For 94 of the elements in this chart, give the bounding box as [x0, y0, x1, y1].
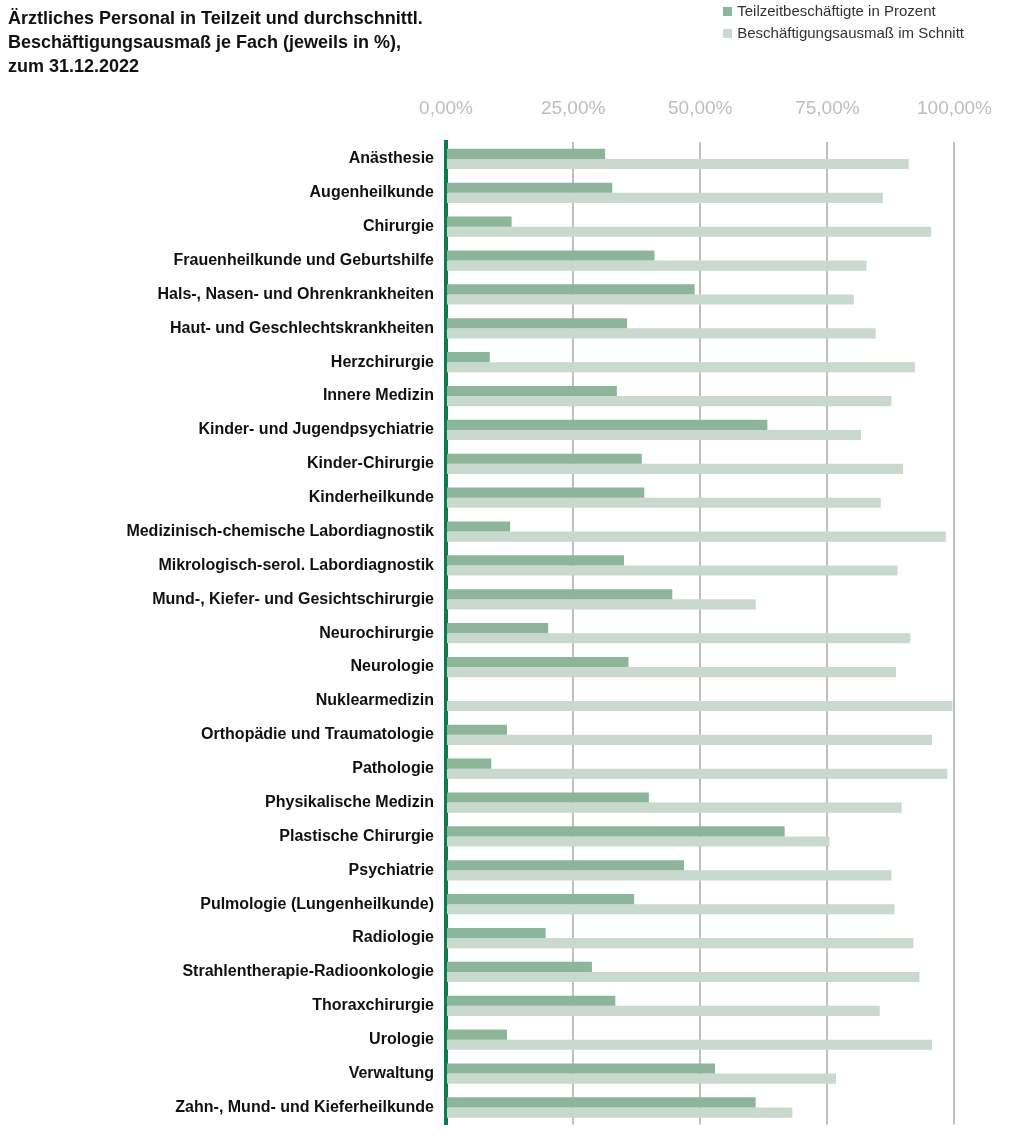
y-tick-label: Pathologie — [352, 759, 435, 777]
bar — [447, 1063, 715, 1074]
bar — [447, 284, 695, 295]
y-tick-label: Orthopädie und Traumatologie — [201, 725, 435, 743]
bar — [447, 768, 948, 779]
legend-label: Beschäftigungsausmaß im Schnitt — [737, 23, 964, 43]
y-tick-label: Pulmologie (Lungenheilkunde) — [200, 894, 434, 912]
y-tick-label: Haut- und Geschlechtskrankheiten — [169, 318, 434, 336]
y-tick-label: Anästhesie — [348, 149, 435, 167]
bar — [447, 385, 617, 397]
bar — [447, 758, 492, 769]
bar — [447, 555, 624, 566]
bar — [447, 429, 861, 441]
x-tick-label: 100,00% — [916, 96, 993, 118]
bar — [447, 148, 606, 159]
bar — [447, 216, 512, 227]
bar — [447, 1029, 508, 1040]
y-tick-label: Thoraxchirurgie — [312, 996, 435, 1014]
bar — [447, 294, 854, 305]
y-tick-label: Chirurgie — [362, 217, 435, 235]
y-tick-label: Mund-, Kiefer- und Gesichtschirurgie — [152, 589, 435, 607]
y-tick-label: Kinderheilkunde — [308, 488, 435, 506]
y-tick-label: Zahn-, Mund- und Kieferheilkunde — [175, 1097, 435, 1115]
bar — [447, 961, 592, 972]
bar — [447, 352, 490, 363]
y-tick-label: Innere Medizin — [322, 386, 434, 404]
bar — [447, 599, 756, 610]
bar — [447, 250, 655, 261]
bar — [447, 158, 909, 170]
text: Ärztliches Personal in Teilzeit und durchschnittl. Beschäftigungsausmaß je Fach (jeweils in %), zum 31.12.2022 — [8, 7, 423, 78]
bar — [447, 362, 915, 373]
bar — [447, 318, 628, 329]
y-tick-label: Hals-, Nasen- und Ohrenkrankheiten — [157, 284, 434, 302]
x-tick-label: 75,00% — [795, 96, 860, 118]
y-tick-label: Verwaltung — [348, 1063, 434, 1081]
bar — [447, 589, 673, 600]
bar — [447, 1073, 837, 1084]
bar — [447, 870, 892, 881]
bar — [447, 927, 546, 939]
bar — [447, 971, 920, 983]
bar — [447, 182, 613, 193]
bar — [447, 860, 684, 871]
bar — [447, 826, 785, 837]
bar — [447, 1005, 880, 1016]
bar — [447, 1097, 756, 1108]
bar — [447, 497, 881, 508]
bar — [447, 419, 768, 430]
bar — [447, 328, 876, 339]
x-tick-label: 0,00% — [419, 96, 474, 118]
y-tick-label: Strahlentherapie-Radioonkologie — [182, 962, 435, 980]
y-tick-label: Physikalische Medizin — [265, 792, 434, 810]
bar — [447, 656, 629, 668]
y-tick-label: Mikrologisch-serol. Labordiagnostik — [158, 555, 435, 573]
y-tick-label: Augenheilkunde — [309, 183, 435, 201]
x-tick-label: 25,00% — [540, 96, 606, 118]
bar — [447, 667, 897, 678]
bar — [447, 1039, 933, 1050]
y-tick-label: Plastische Chirurgie — [279, 826, 435, 844]
bar — [447, 623, 549, 634]
bar — [447, 226, 932, 237]
y-tick-label: Urologie — [369, 1030, 435, 1048]
bar — [447, 700, 953, 712]
y-tick-label: Medizinisch-chemische Labordiagnostik — [126, 521, 435, 539]
bar — [447, 904, 895, 915]
bar — [447, 633, 911, 644]
bar — [447, 396, 892, 407]
bar — [447, 734, 933, 745]
bar — [447, 995, 616, 1006]
bar — [447, 260, 867, 271]
bar — [447, 836, 830, 847]
bar — [447, 521, 511, 532]
bar — [447, 453, 642, 464]
legend-label: Teilzeitbeschäftigte in Prozent — [737, 1, 936, 21]
bar — [447, 792, 649, 803]
bar — [447, 192, 883, 203]
bar — [447, 487, 645, 498]
y-tick-label: Neurologie — [350, 657, 435, 675]
bar — [447, 1107, 793, 1118]
y-tick-label: Frauenheilkunde und Geburtshilfe — [173, 250, 435, 268]
y-tick-label: Herzchirurgie — [330, 352, 435, 370]
bar — [447, 724, 508, 735]
y-tick-label: Radiologie — [352, 928, 435, 946]
y-tick-label: Neurochirurgie — [319, 623, 435, 641]
bar — [447, 802, 902, 813]
y-tick-label: Nuklearmedizin — [315, 691, 434, 709]
y-tick-label: Psychiatrie — [348, 860, 435, 878]
y-tick-label: Kinder-Chirurgie — [306, 454, 435, 472]
bar — [447, 463, 904, 474]
bar — [447, 938, 914, 949]
bar — [447, 531, 946, 542]
x-tick-label: 50,00% — [668, 96, 733, 118]
y-tick-label: Kinder- und Jugendpsychiatrie — [198, 420, 435, 438]
bar — [447, 565, 898, 576]
bar — [447, 894, 635, 905]
